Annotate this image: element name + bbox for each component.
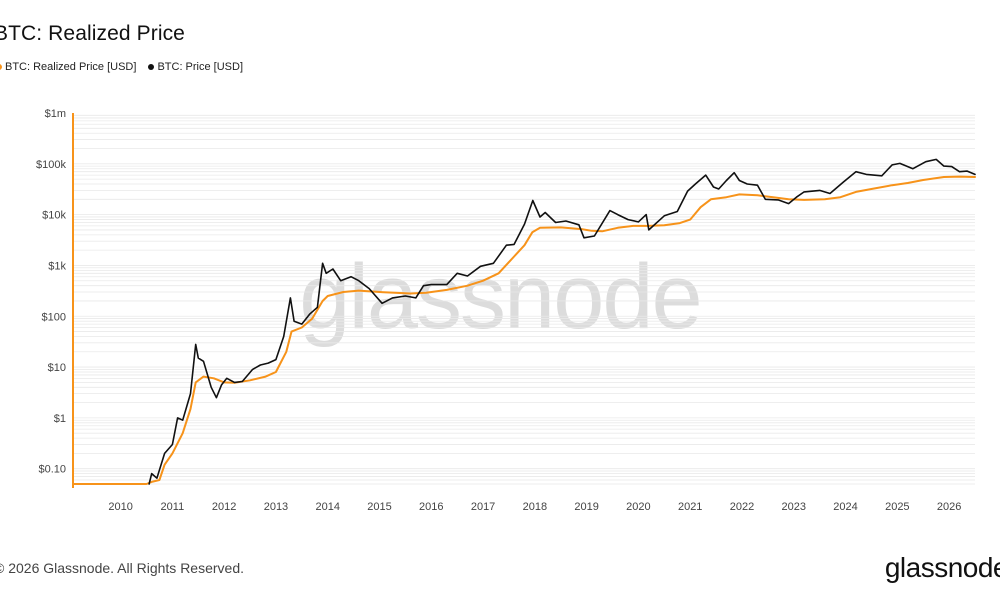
- x-tick-label: 2016: [419, 501, 443, 513]
- brand-logo[interactable]: glassnode: [884, 552, 1000, 583]
- series-layer: [73, 158, 976, 485]
- x-tick-label: 2024: [833, 501, 857, 513]
- y-tick-label: $10k: [42, 210, 66, 222]
- x-tick-label: 2010: [108, 501, 132, 513]
- legend-dot-realized-price: [0, 64, 2, 70]
- x-tick-label: 2020: [626, 501, 650, 513]
- legend-label-realized-price: BTC: Realized Price [USD]: [5, 61, 137, 73]
- page-title: BTC: Realized Price: [0, 22, 185, 45]
- x-tick-label: 2017: [471, 501, 495, 513]
- y-tick-label: $1m: [45, 108, 66, 120]
- x-tick-label: 2025: [885, 501, 909, 513]
- chart-watermark: glassnode: [299, 246, 700, 348]
- y-tick-label: $1k: [48, 260, 66, 272]
- legend-dot-price: [148, 64, 155, 70]
- legend: BTC: Realized Price [USD] BTC: Price [US…: [0, 61, 243, 73]
- x-tick-label: 2022: [730, 501, 754, 513]
- y-tick-label: $10: [48, 362, 66, 374]
- x-axis: 2010 2011 2012 2013 2014 2015 2016 2017 2018 2019…: [108, 501, 961, 513]
- x-tick-label: 2011: [161, 501, 185, 513]
- y-tick-label: $100k: [36, 159, 66, 171]
- legend-label-price: BTC: Price [USD]: [157, 61, 244, 73]
- series-line-price: [148, 158, 976, 485]
- y-tick-label: $0.10: [38, 464, 66, 476]
- x-tick-label: 2014: [315, 501, 339, 513]
- x-tick-label: 2019: [574, 501, 598, 513]
- x-tick-label: 2018: [523, 501, 547, 513]
- legend-item-realized-price[interactable]: BTC: Realized Price [USD]: [0, 61, 136, 73]
- grid-layer: [74, 114, 975, 485]
- x-tick-label: 2021: [678, 501, 702, 513]
- x-tick-label: 2012: [212, 501, 236, 513]
- x-tick-label: 2023: [782, 501, 806, 513]
- y-tick-label: $1: [54, 413, 66, 425]
- copyright-text: © 2026 Glassnode. All Rights Reserved.: [0, 560, 245, 576]
- y-axis: $0.10 $1 $10 $100 $1k $10k $100k $1m: [36, 108, 74, 488]
- x-tick-label: 2013: [264, 501, 288, 513]
- x-tick-label: 2026: [937, 501, 961, 513]
- x-tick-label: 2015: [367, 501, 391, 513]
- series-line-realized-price: [73, 175, 976, 485]
- y-tick-label: $100: [42, 311, 66, 323]
- legend-item-price[interactable]: BTC: Price [USD]: [148, 61, 243, 73]
